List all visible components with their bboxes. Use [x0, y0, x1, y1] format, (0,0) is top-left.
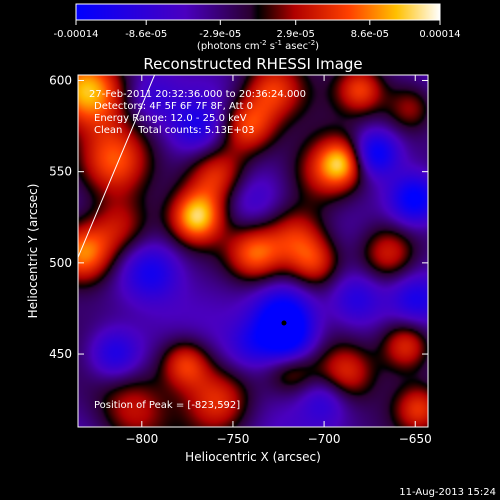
colorbar-tick-label: -0.00014 — [54, 29, 99, 40]
footer-timestamp: 11-Aug-2013 15:24 — [399, 487, 496, 498]
colorbar-ticks: -0.00014 -8.6e-05 -2.9e-05 2.9e-05 8.6e-05 0.… — [54, 20, 461, 40]
info-counts: Clean Total counts: 5.13E+03 — [94, 125, 254, 136]
colorbar — [75, 3, 441, 21]
info-time: 27-Feb-2011 20:32:36.000 to 20:36:24.000 — [89, 89, 306, 100]
colorbar-tick-label: 2.9e-05 — [277, 29, 315, 40]
plot-frame — [77, 74, 429, 428]
x-axis-ticks: −800 −750 −700 −650 — [125, 75, 432, 446]
peak-marker — [281, 320, 287, 326]
info-block: 27-Feb-2011 20:32:36.000 to 20:36:24.000… — [89, 89, 306, 136]
y-tick-label: 600 — [49, 73, 72, 87]
peak-position-label: Position of Peak = [-823,592] — [94, 400, 240, 411]
colorbar-tick-label: 8.6e-05 — [351, 29, 389, 40]
y-tick-label: 550 — [49, 165, 72, 179]
info-detectors: Detectors: 4F 5F 6F 7F 8F, Att 0 — [94, 101, 253, 112]
y-tick-label: 450 — [49, 347, 72, 361]
heatmap-image — [78, 75, 428, 427]
x-tick-label: −800 — [125, 432, 158, 446]
limb-line — [78, 75, 156, 258]
y-axis-ticks: 450 500 550 600 — [49, 73, 428, 361]
colorbar-tick-label: -8.6e-05 — [125, 29, 167, 40]
x-tick-label: −650 — [399, 432, 432, 446]
y-tick-label: 500 — [49, 256, 72, 270]
x-axis-label: Heliocentric X (arcsec) — [185, 450, 321, 464]
chart-title: Reconstructed RHESSI Image — [143, 55, 362, 73]
x-tick-label: −750 — [216, 432, 249, 446]
colorbar-unit-label: (photons cm-2 s-1 asec-2) — [197, 39, 319, 52]
info-energy: Energy Range: 12.0 - 25.0 keV — [94, 113, 247, 124]
colorbar-tick-label: 0.00014 — [419, 29, 460, 40]
x-tick-label: −700 — [308, 432, 341, 446]
y-axis-label: Heliocentric Y (arcsec) — [26, 184, 40, 319]
colorbar-tick-label: -2.9e-05 — [199, 29, 241, 40]
